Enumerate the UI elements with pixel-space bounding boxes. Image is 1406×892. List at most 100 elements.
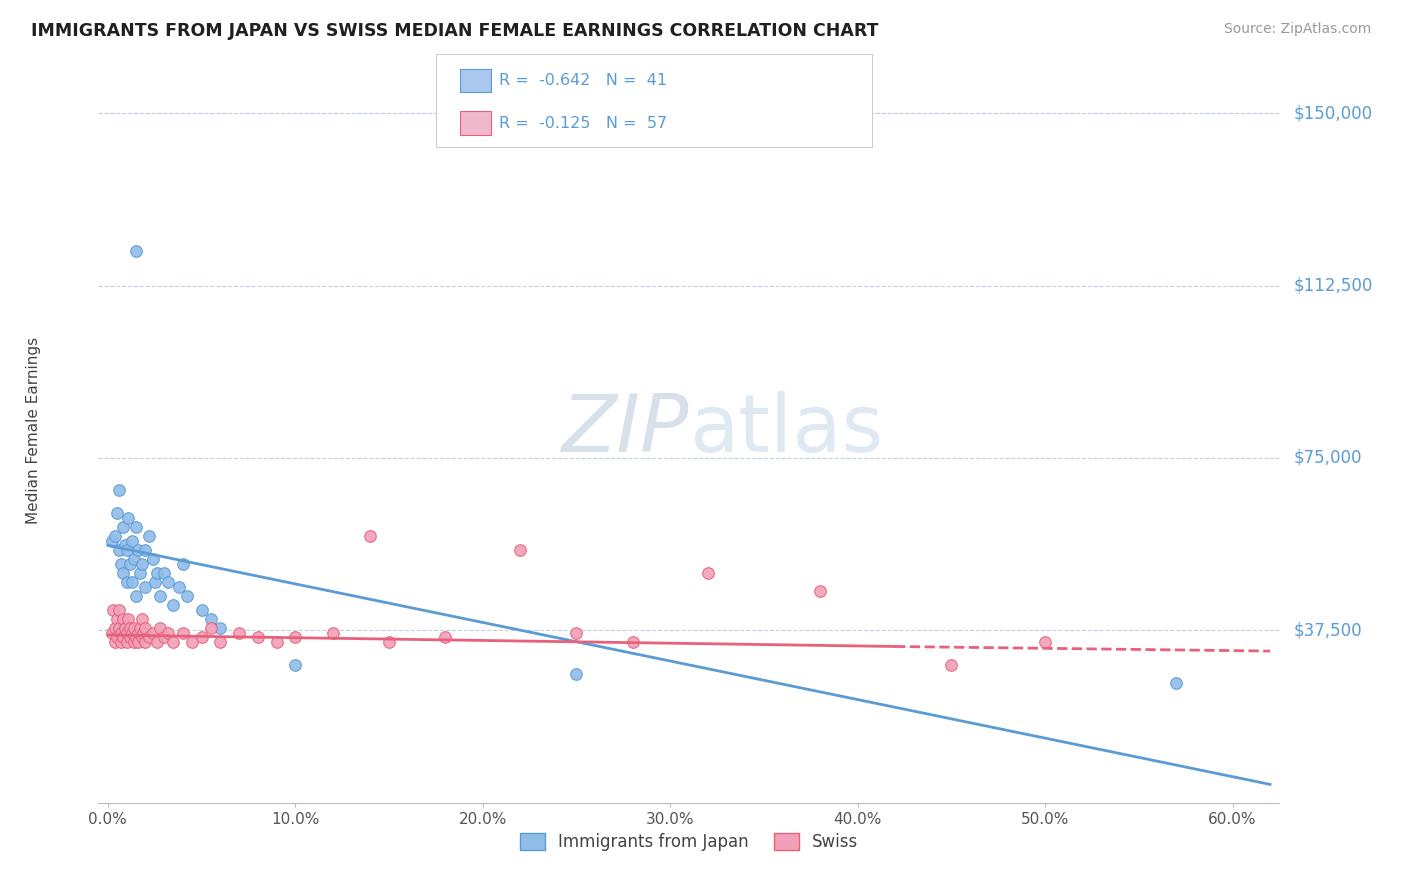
Point [105,506,128,520]
Point [122,635,145,649]
Point [621,635,644,649]
Point [108,621,131,635]
Point [125,630,148,644]
Text: $37,500: $37,500 [1294,622,1362,640]
Point [122,552,145,566]
Point [115,625,138,640]
Point [125,589,148,603]
Point [122,621,145,635]
Point [121,575,143,590]
Point [125,244,148,258]
Point [181,635,204,649]
Point [156,625,179,640]
Text: IMMIGRANTS FROM JAPAN VS SWISS MEDIAN FEMALE EARNINGS CORRELATION CHART: IMMIGRANTS FROM JAPAN VS SWISS MEDIAN FE… [31,22,879,40]
Point [941,657,963,672]
Point [127,625,149,640]
Point [228,625,250,640]
Point [100,533,122,548]
Point [120,557,142,571]
Point [134,621,156,635]
Point [172,557,194,571]
Point [209,635,232,649]
Point [110,635,132,649]
Point [145,635,167,649]
Point [121,533,143,548]
Point [145,566,167,580]
Point [115,635,138,649]
Point [153,630,176,644]
Point [105,612,128,626]
Point [115,575,138,590]
Point [134,543,156,558]
Point [127,635,149,649]
Point [162,598,184,612]
Point [322,625,344,640]
Point [111,566,134,580]
Point [111,520,134,534]
Point [105,630,128,644]
Text: R =  -0.125   N =  57: R = -0.125 N = 57 [499,116,668,130]
Point [111,612,134,626]
Point [190,630,212,644]
Point [132,625,155,640]
Text: R =  -0.642   N =  41: R = -0.642 N = 41 [499,73,668,88]
Point [190,603,212,617]
Point [200,621,222,635]
Point [200,612,222,626]
Point [104,529,127,543]
Point [565,625,588,640]
Point [134,580,156,594]
Point [131,612,153,626]
Point [565,667,588,681]
Text: $112,500: $112,500 [1294,277,1374,294]
Point [120,621,142,635]
Point [284,630,307,644]
Point [108,483,131,498]
Text: atlas: atlas [689,392,883,469]
Point [434,630,457,644]
Point [131,630,153,644]
Point [114,621,136,635]
Point [176,589,198,603]
Point [108,543,131,558]
Point [359,529,381,543]
Point [142,552,165,566]
Point [117,510,139,524]
Point [120,630,142,644]
Point [104,635,127,649]
Point [808,584,831,599]
Point [103,603,125,617]
Point [1166,676,1188,690]
Text: $150,000: $150,000 [1294,104,1372,122]
Point [115,543,138,558]
Point [142,625,165,640]
Point [128,566,150,580]
Legend: Immigrants from Japan, Swiss: Immigrants from Japan, Swiss [513,826,865,858]
Point [100,625,122,640]
Point [138,529,160,543]
Point [378,635,401,649]
Point [108,603,131,617]
Text: ZIP: ZIP [561,392,689,469]
Text: Median Female Earnings: Median Female Earnings [25,337,41,524]
Point [127,543,149,558]
Point [149,589,172,603]
Point [104,621,127,635]
Point [172,625,194,640]
Point [162,635,184,649]
Point [121,625,143,640]
Point [153,566,176,580]
Point [167,580,190,594]
Point [1033,635,1056,649]
Point [114,538,136,552]
Point [125,520,148,534]
Point [110,557,132,571]
Point [131,557,153,571]
Point [696,566,718,580]
Point [246,630,269,644]
Point [149,621,172,635]
Point [509,543,531,558]
Point [128,621,150,635]
Point [110,625,132,640]
Point [284,657,307,672]
